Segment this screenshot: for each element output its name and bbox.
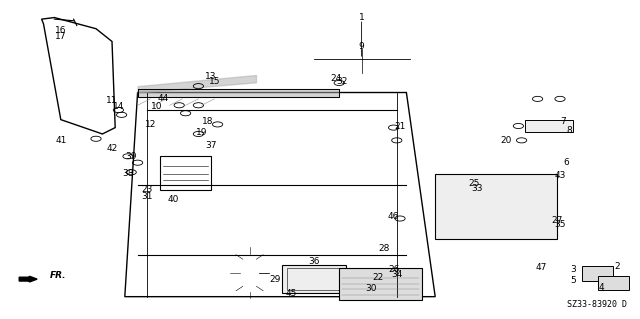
- Text: 8: 8: [567, 126, 572, 135]
- Polygon shape: [435, 174, 557, 239]
- Text: 30: 30: [365, 284, 377, 293]
- Text: 29: 29: [269, 275, 281, 284]
- Text: 32: 32: [337, 77, 348, 86]
- Bar: [582, 266, 613, 281]
- Text: 39: 39: [125, 152, 137, 161]
- Text: 9: 9: [359, 42, 364, 51]
- Text: FR.: FR.: [50, 271, 67, 279]
- Text: 17: 17: [55, 32, 67, 41]
- Text: 11: 11: [106, 96, 118, 105]
- Text: 12: 12: [145, 120, 156, 129]
- Text: 3: 3: [570, 265, 575, 274]
- Text: 5: 5: [570, 276, 575, 285]
- Text: 26: 26: [388, 265, 399, 274]
- Text: 6: 6: [564, 158, 569, 167]
- Text: 23: 23: [141, 185, 153, 194]
- Text: 20: 20: [500, 136, 511, 145]
- Bar: [160, 156, 211, 190]
- Text: 36: 36: [308, 257, 319, 266]
- Text: 19: 19: [196, 128, 207, 137]
- Text: 22: 22: [372, 273, 383, 282]
- Text: SZ33-83920 D: SZ33-83920 D: [567, 300, 627, 309]
- Text: 37: 37: [205, 141, 217, 150]
- Text: 40: 40: [167, 195, 179, 204]
- Text: 25: 25: [468, 179, 479, 188]
- Text: 4: 4: [599, 283, 604, 292]
- Text: 42: 42: [106, 144, 118, 153]
- Text: 16: 16: [55, 26, 67, 35]
- Text: 43: 43: [554, 171, 566, 180]
- Bar: [339, 268, 422, 300]
- Text: 45: 45: [285, 289, 297, 298]
- Text: 14: 14: [113, 102, 124, 111]
- Text: 34: 34: [391, 270, 403, 279]
- Text: 33: 33: [471, 184, 483, 193]
- Text: 47: 47: [535, 263, 547, 272]
- Bar: [598, 276, 629, 290]
- Text: 38: 38: [122, 169, 134, 178]
- Text: 28: 28: [378, 244, 390, 253]
- Text: 27: 27: [551, 216, 563, 225]
- Bar: [525, 120, 573, 132]
- Text: 35: 35: [554, 220, 566, 229]
- Text: 15: 15: [209, 77, 220, 86]
- Text: 46: 46: [388, 212, 399, 221]
- Text: 2: 2: [615, 262, 620, 271]
- Text: 7: 7: [561, 117, 566, 126]
- Text: 1: 1: [359, 13, 364, 22]
- Text: 41: 41: [55, 136, 67, 145]
- Text: 31: 31: [141, 192, 153, 201]
- Text: 24: 24: [330, 74, 342, 83]
- Text: 13: 13: [205, 72, 217, 81]
- Text: 21: 21: [394, 122, 406, 130]
- Bar: [287, 268, 340, 290]
- Bar: [282, 265, 346, 293]
- Text: 10: 10: [151, 102, 163, 111]
- Text: 44: 44: [157, 94, 169, 103]
- Text: 18: 18: [202, 117, 214, 126]
- FancyArrow shape: [19, 276, 37, 282]
